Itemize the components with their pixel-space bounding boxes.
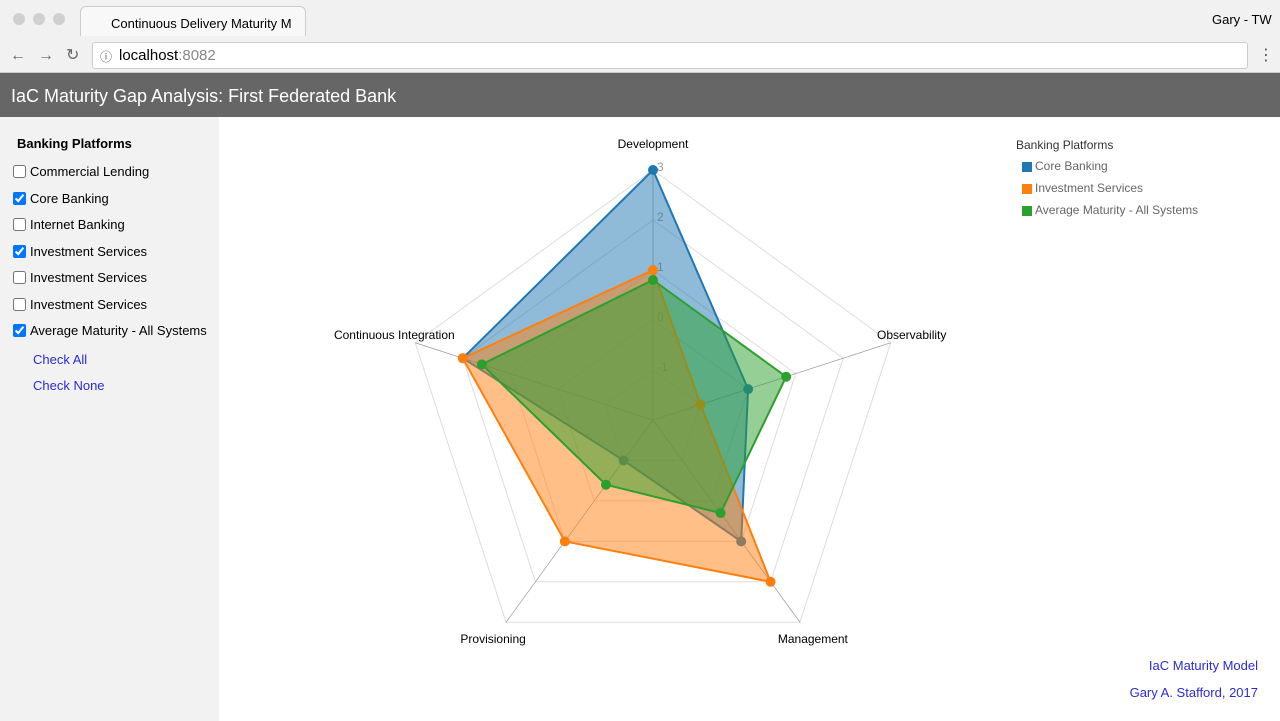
app-header: IaC Maturity Gap Analysis: First Federat…	[0, 73, 1280, 117]
browser-chrome: Continuous Delivery Maturity M× Gary - T…	[0, 0, 1280, 73]
axis-label: Development	[618, 137, 689, 151]
data-point	[476, 359, 487, 370]
footer-link[interactable]: Gary A. Stafford, 2017	[1129, 685, 1258, 700]
option-label: Investment Services	[30, 270, 148, 285]
nav-buttons[interactable]: ←→↻	[10, 47, 92, 64]
sidebar: Banking Platforms Commercial Lending Core…	[0, 117, 219, 721]
data-point	[648, 275, 658, 285]
legend-title: Banking Platforms	[1016, 138, 1113, 152]
grid-ring	[414, 169, 892, 623]
data-point	[648, 165, 658, 175]
close-button[interactable]	[13, 13, 25, 25]
option-label: Investment Services	[30, 296, 148, 312]
checkbox[interactable]	[13, 191, 26, 205]
address-bar[interactable]: ⓘ localhost:8082	[92, 42, 1248, 69]
legend-swatch	[1022, 162, 1032, 172]
legend-label: Core Banking	[1035, 159, 1108, 173]
platform-option[interactable]: Average Maturity - All Systems	[13, 323, 207, 343]
menu-button[interactable]: ⋮	[1258, 47, 1274, 64]
checkbox[interactable]	[13, 218, 26, 231]
checkbox[interactable]	[13, 165, 26, 178]
data-point	[457, 353, 468, 364]
legend-swatch	[1022, 184, 1032, 194]
zoom-button[interactable]	[53, 13, 65, 25]
check-link[interactable]: Check All	[33, 352, 88, 367]
r-tick-label: 3	[657, 160, 664, 174]
radar-chart: Development Observability Management Provis…	[334, 137, 1198, 646]
data-point	[600, 479, 611, 490]
tab-title: Continuous Delivery Maturity M	[111, 16, 292, 31]
platform-option[interactable]: Investment Services	[13, 244, 147, 264]
option-label: Internet Banking	[30, 217, 125, 232]
url-port: :8082	[178, 47, 216, 64]
url-host: localhost	[119, 47, 179, 64]
option-label: Commercial Lending	[30, 164, 150, 179]
platform-option[interactable]: Investment Services	[13, 270, 147, 290]
legend-label: Investment Services	[1035, 181, 1143, 195]
platform-option[interactable]: Investment Services	[13, 297, 147, 317]
platform-option[interactable]: Internet Banking	[13, 217, 125, 237]
platform-option[interactable]: Core Banking	[13, 191, 109, 211]
checkbox[interactable]	[13, 324, 26, 337]
checkbox[interactable]	[13, 297, 26, 311]
minimize-button[interactable]	[33, 13, 45, 25]
axis-label: Provisioning	[460, 632, 525, 646]
checkbox[interactable]	[13, 244, 26, 258]
axis-label: Management	[778, 632, 849, 646]
footer-link[interactable]: IaC Maturity Model	[1148, 658, 1258, 673]
data-point	[648, 265, 658, 275]
legend-label: Average Maturity - All Systems	[1035, 203, 1198, 217]
checkbox[interactable]	[13, 271, 26, 284]
platform-option[interactable]: Commercial Lending	[13, 164, 149, 184]
check-link[interactable]: Check None	[33, 378, 105, 393]
data-point	[765, 576, 776, 587]
data-point	[781, 371, 792, 382]
browser-tab[interactable]: Continuous Delivery Maturity M×	[80, 6, 306, 36]
option-label: Investment Services	[30, 243, 148, 259]
data-point	[559, 536, 570, 547]
axis-label: Observability	[877, 328, 946, 342]
data-point	[715, 508, 726, 519]
series-area	[480, 278, 788, 515]
sidebar-title: Banking Platforms	[17, 136, 132, 151]
option-label: Average Maturity - All Systems	[30, 323, 207, 338]
option-label: Core Banking	[30, 190, 109, 206]
profile-name[interactable]: Gary - TW	[1212, 12, 1272, 27]
header-title: IaC Maturity Gap Analysis: First Federat…	[11, 86, 397, 106]
legend-swatch	[1022, 206, 1032, 216]
axis-label: Continuous Integration	[334, 328, 455, 342]
